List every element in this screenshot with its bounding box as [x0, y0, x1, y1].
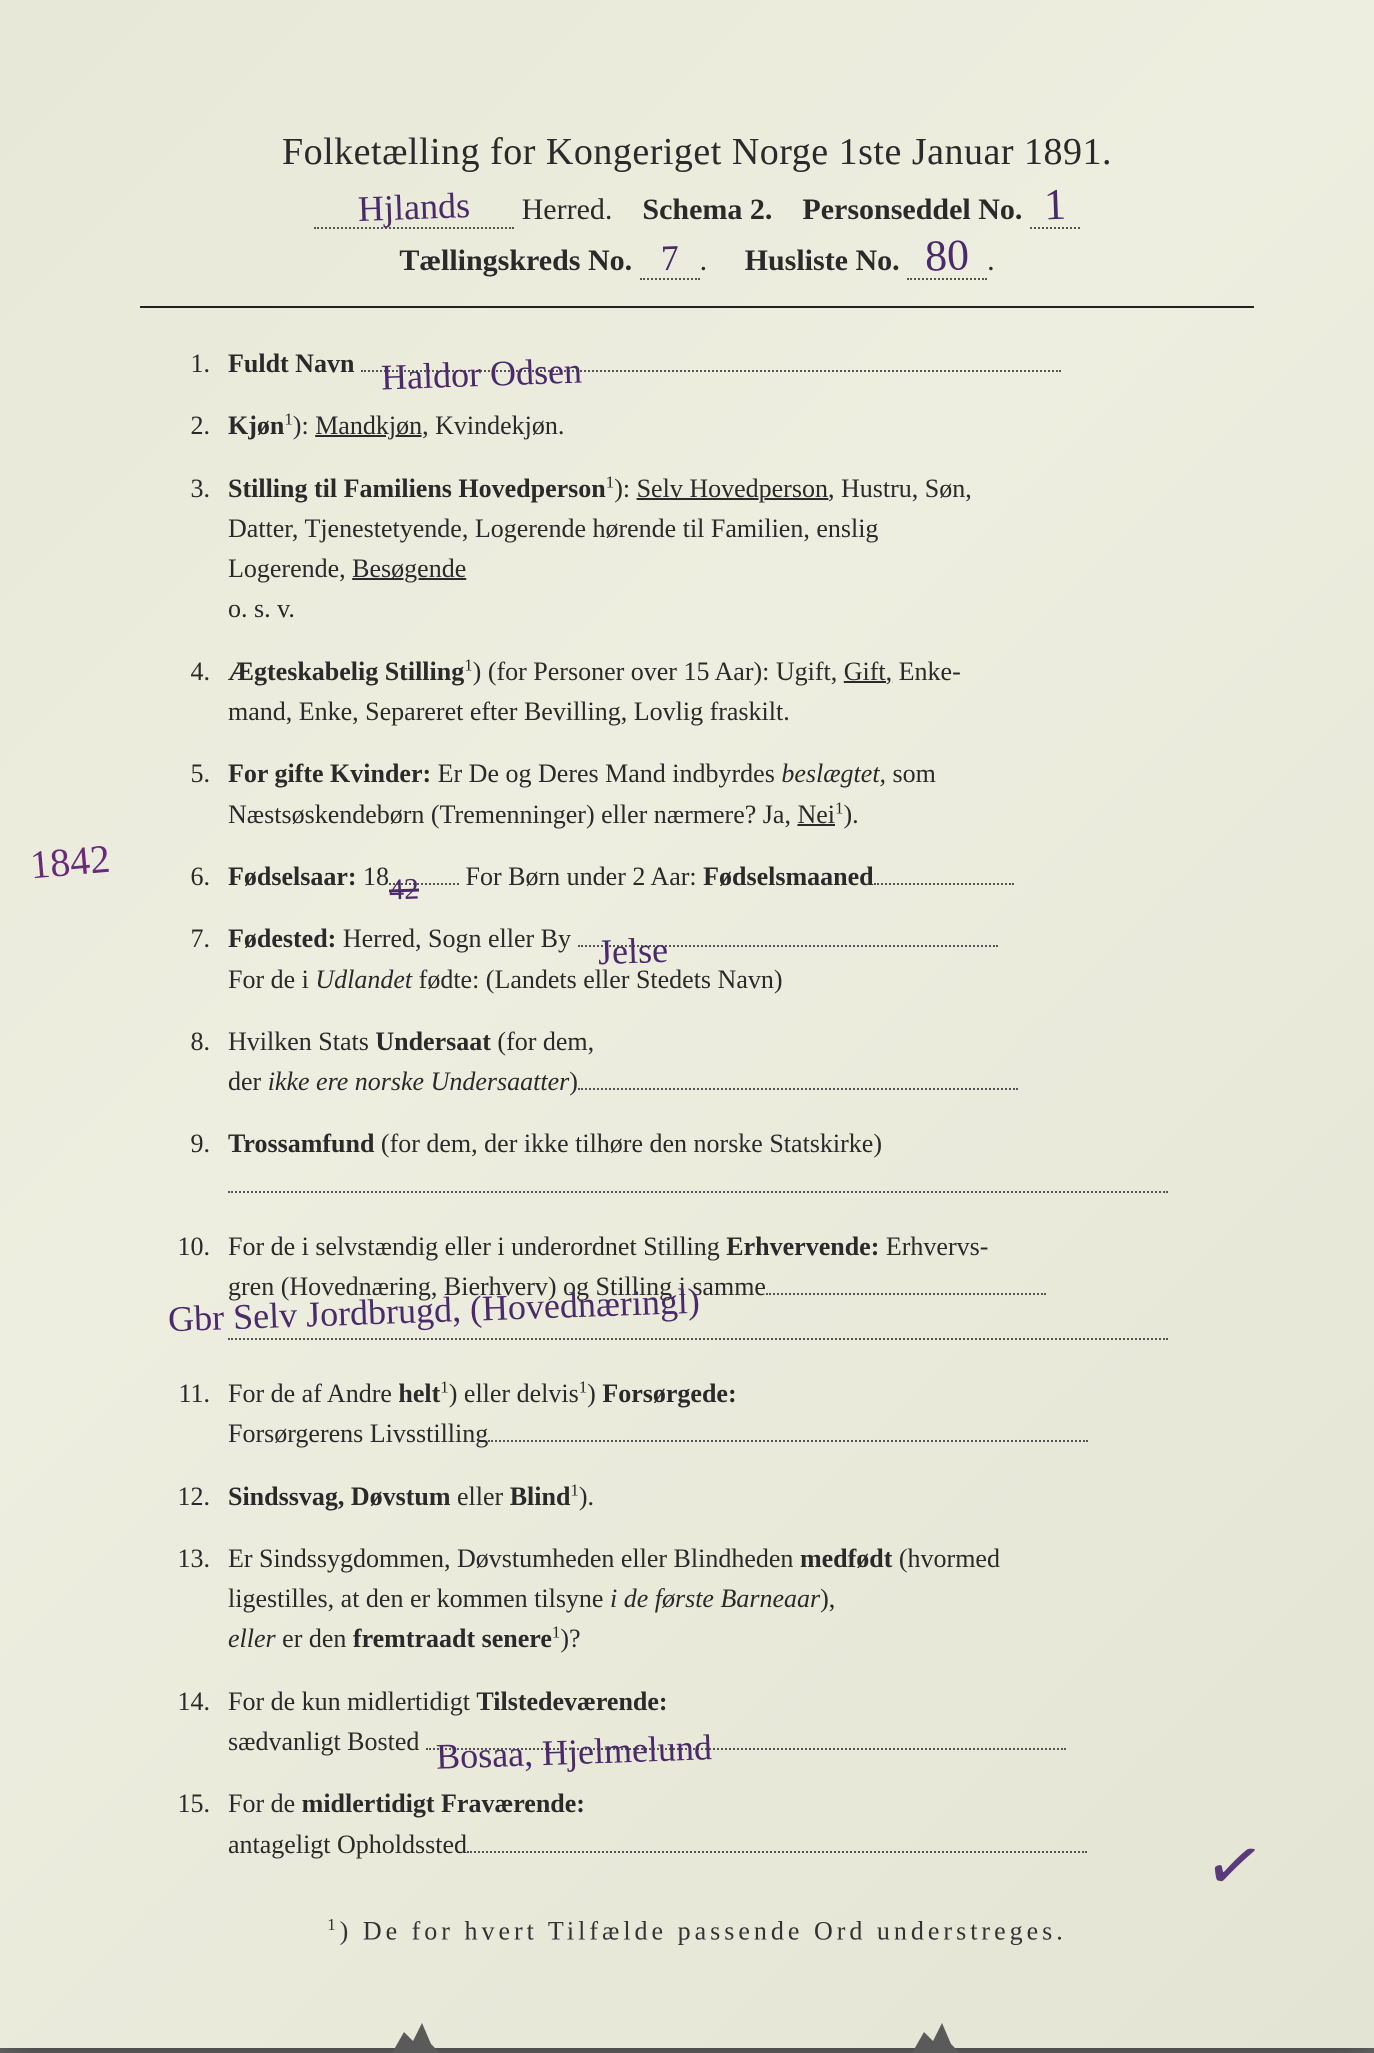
row-11: 11. For de af Andre helt1) eller delvis1…: [140, 1374, 1254, 1455]
kreds-no: 7: [660, 248, 679, 270]
row-num: 13.: [140, 1539, 228, 1660]
opt-selv-hovedperson: Selv Hovedperson,: [637, 474, 835, 503]
occupation-hand: Gbr Selv Jordbrugd, (Hovednæringl): [168, 1290, 700, 1330]
row-num: 15.: [140, 1784, 228, 1865]
page-tear: [380, 2023, 440, 2053]
field-label: Fuldt Navn: [228, 349, 354, 378]
opt-nei: Nei: [797, 800, 835, 829]
row-5: 5. For gifte Kvinder: Er De og Deres Man…: [140, 754, 1254, 835]
husliste-no: 80: [925, 242, 970, 270]
row-1: 1. Fuldt Navn Haldor Odsen: [140, 344, 1254, 384]
row-num: 9.: [140, 1124, 228, 1205]
row-10: 10. For de i selvstændig eller i underor…: [140, 1227, 1254, 1352]
row-num: 6.: [140, 857, 228, 897]
field-label: Fødselsaar:: [228, 862, 357, 891]
name-handwritten: Haldor Odsen: [381, 361, 583, 390]
field-label: Stilling til Familiens Hovedperson: [228, 474, 606, 503]
herred-handwritten: Hjlands: [358, 195, 471, 220]
row-num: 7.: [140, 919, 228, 1000]
row-13: 13. Er Sindssygdommen, Døvstumheden elle…: [140, 1539, 1254, 1660]
row-3: 3. Stilling til Familiens Hovedperson1):…: [140, 469, 1254, 630]
row-num: 1.: [140, 344, 228, 384]
row-9: 9. Trossamfund (for dem, der ikke tilhør…: [140, 1124, 1254, 1205]
row-num: 5.: [140, 754, 228, 835]
footnote: 1) De for hvert Tilfælde passende Ord un…: [140, 1915, 1254, 1947]
row-num: 14.: [140, 1682, 228, 1763]
personseddel-no: 1: [1043, 192, 1066, 219]
row-4: 4. Ægteskabelig Stilling1) (for Personer…: [140, 652, 1254, 733]
field-label: Kjøn: [228, 411, 284, 440]
row-num: 4.: [140, 652, 228, 733]
husliste-label: Husliste No.: [745, 244, 900, 277]
kreds-line: Tællingskreds No. 7. Husliste No. 80.: [140, 243, 1254, 280]
residence-hand: Bosaa, Hjelmelund: [436, 1737, 713, 1768]
document-page: Folketælling for Kongeriget Norge 1ste J…: [0, 0, 1374, 2048]
field-label: Ægteskabelig Stilling: [228, 657, 464, 686]
field-label: Undersaat: [375, 1027, 491, 1056]
kreds-label: Tællingskreds No.: [399, 244, 632, 277]
personseddel-label: Personseddel No.: [802, 193, 1022, 226]
herred-label: Herred.: [522, 193, 613, 226]
field-label: For gifte Kvinder:: [228, 759, 431, 788]
birthplace-hand: Jelse: [597, 940, 668, 964]
row-num: 12.: [140, 1477, 228, 1517]
row-8: 8. Hvilken Stats Undersaat (for dem, der…: [140, 1022, 1254, 1103]
row-15: 15. For de midlertidigt Fraværende: anta…: [140, 1784, 1254, 1865]
page-tear: [900, 2023, 960, 2053]
row-12: 12. Sindssvag, Døvstum eller Blind1).: [140, 1477, 1254, 1517]
opt-gift: Gift,: [844, 657, 892, 686]
row-7: 7. Fødested: Herred, Sogn eller By Jelse…: [140, 919, 1254, 1000]
row-2: 2. Kjøn1): Mandkjøn, Kvindekjøn.: [140, 406, 1254, 446]
opt-besogende: Besøgende: [352, 554, 466, 583]
row-num: 2.: [140, 406, 228, 446]
option-kvindekjon: Kvindekjøn.: [435, 411, 564, 440]
option-mandkjon: Mandkjøn,: [315, 411, 428, 440]
schema-label: Schema 2.: [642, 193, 772, 226]
row-6: 6. Fødselsaar: 1842 For Børn under 2 Aar…: [140, 857, 1254, 897]
divider: [140, 306, 1254, 308]
birthyear-hand: 42: [389, 880, 420, 899]
row-num: 11.: [140, 1374, 228, 1455]
field-label: Trossamfund: [228, 1129, 374, 1158]
field-label: Sindssvag, Døvstum: [228, 1482, 451, 1511]
census-title: Folketælling for Kongeriget Norge 1ste J…: [140, 130, 1254, 174]
row-14: 14. For de kun midlertidigt Tilstedevære…: [140, 1682, 1254, 1763]
row-num: 8.: [140, 1022, 228, 1103]
row-num: 3.: [140, 469, 228, 630]
field-label: Fødested:: [228, 924, 336, 953]
margin-year-note: 1842: [28, 835, 112, 889]
checkmark-hand: ✓: [1199, 1821, 1271, 1913]
herred-line: Hjlands Herred. Schema 2. Personseddel N…: [140, 192, 1254, 229]
